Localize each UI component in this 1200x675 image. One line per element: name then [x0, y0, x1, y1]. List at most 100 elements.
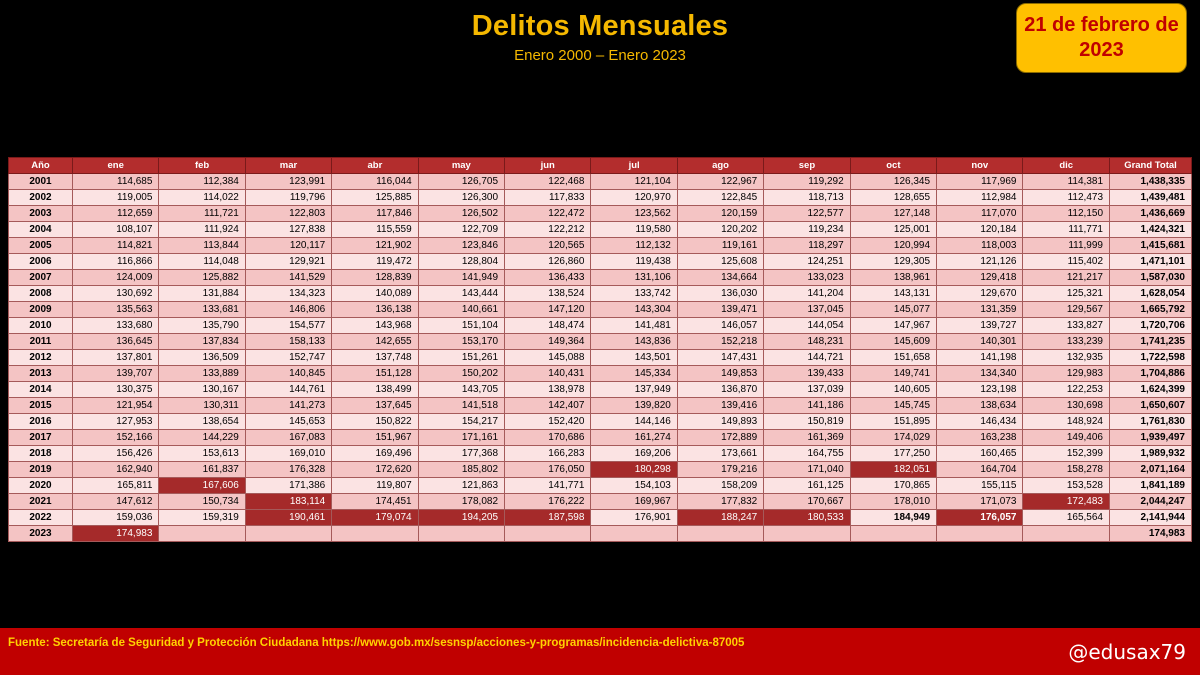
value-cell: 143,131	[849, 285, 938, 302]
table-row: 2020 165,811 167,606 171,386 119,807 121,863 1…	[8, 477, 1192, 494]
value-cell: 122,967	[676, 173, 765, 190]
table-row: 2008 130,692 131,884 134,323 140,089 143,444 1…	[8, 285, 1192, 302]
value-cell: 161,369	[763, 429, 851, 446]
value-cell: 164,755	[763, 445, 851, 462]
value-cell: 129,983	[1022, 365, 1110, 382]
value-cell: 151,895	[849, 413, 938, 430]
value-cell: 111,924	[158, 221, 246, 238]
value-cell: 142,655	[331, 333, 419, 350]
grand-total-cell: 1,720,706	[1109, 317, 1192, 334]
table-row: 2015 121,954 130,311 141,273 137,645 141,518 1…	[8, 397, 1192, 414]
value-cell: 144,054	[763, 317, 851, 334]
column-header: oct	[849, 157, 938, 174]
value-cell: 140,605	[849, 381, 938, 398]
value-cell: 139,416	[676, 397, 765, 414]
value-cell: 178,010	[849, 493, 938, 510]
column-header: jun	[504, 157, 592, 174]
value-cell: 151,104	[417, 317, 506, 334]
grand-total-cell: 1,665,792	[1109, 301, 1192, 318]
column-header: dic	[1022, 157, 1110, 174]
value-cell: 120,159	[676, 205, 765, 222]
value-cell: 112,984	[936, 189, 1024, 206]
value-cell: 108,107	[71, 221, 160, 238]
value-cell: 143,444	[417, 285, 506, 302]
table-row: 2007 124,009 125,882 141,529 128,839 141,949 1…	[8, 269, 1192, 286]
value-cell: 130,698	[1022, 397, 1110, 414]
grand-total-cell: 2,044,247	[1109, 493, 1192, 510]
value-cell: 146,434	[936, 413, 1024, 430]
value-cell: 164,704	[936, 461, 1024, 478]
value-cell: 119,438	[590, 253, 678, 270]
value-cell: 147,612	[71, 493, 160, 510]
value-cell: 169,496	[331, 445, 419, 462]
column-header: nov	[936, 157, 1024, 174]
grand-total-cell: 1,438,335	[1109, 173, 1192, 190]
value-cell: 122,472	[504, 205, 592, 222]
column-header: ene	[71, 157, 160, 174]
value-cell: 139,727	[936, 317, 1024, 334]
date-badge: 21 de febrero de 2023	[1016, 3, 1187, 73]
value-cell: 149,364	[504, 333, 592, 350]
value-cell: 119,807	[331, 477, 419, 494]
value-cell: 172,620	[331, 461, 419, 478]
value-cell: 174,029	[849, 429, 938, 446]
value-cell: 140,089	[331, 285, 419, 302]
value-cell: 149,741	[849, 365, 938, 382]
value-cell: 135,563	[71, 301, 160, 318]
value-cell: 145,745	[849, 397, 938, 414]
value-cell: 120,202	[676, 221, 765, 238]
value-cell: 121,217	[1022, 269, 1110, 286]
value-cell: 179,074	[331, 509, 419, 526]
value-cell: 125,321	[1022, 285, 1110, 302]
value-cell: 174,451	[331, 493, 419, 510]
value-cell: 140,301	[936, 333, 1024, 350]
value-cell: 126,300	[417, 189, 506, 206]
year-cell: 2005	[8, 237, 73, 254]
value-cell: 128,839	[331, 269, 419, 286]
value-cell: 143,501	[590, 349, 678, 366]
grand-total-cell: 2,071,164	[1109, 461, 1192, 478]
table-row: 2010 133,680 135,790 154,577 143,968 151,104 1…	[8, 317, 1192, 334]
value-cell	[504, 525, 592, 542]
value-cell: 174,983	[71, 525, 160, 542]
value-cell: 143,968	[331, 317, 419, 334]
value-cell: 147,967	[849, 317, 938, 334]
value-cell: 176,057	[936, 509, 1024, 526]
value-cell: 176,050	[504, 461, 592, 478]
column-header: jul	[590, 157, 678, 174]
value-cell: 188,247	[676, 509, 765, 526]
value-cell: 165,564	[1022, 509, 1110, 526]
value-cell: 142,407	[504, 397, 592, 414]
column-header: abr	[331, 157, 419, 174]
value-cell: 156,426	[71, 445, 160, 462]
value-cell: 171,073	[936, 493, 1024, 510]
year-cell: 2014	[8, 381, 73, 398]
grand-total-cell: 1,587,030	[1109, 269, 1192, 286]
value-cell: 129,670	[936, 285, 1024, 302]
value-cell: 145,077	[849, 301, 938, 318]
value-cell: 154,103	[590, 477, 678, 494]
table-body: 2001 114,685 112,384 123,991 116,044 126,705 1…	[8, 173, 1192, 542]
value-cell: 177,832	[676, 493, 765, 510]
grand-total-cell: 1,722,598	[1109, 349, 1192, 366]
grand-total-cell: 174,983	[1109, 525, 1192, 542]
value-cell: 169,010	[244, 445, 333, 462]
value-cell: 123,991	[244, 173, 333, 190]
value-cell: 167,606	[158, 477, 246, 494]
column-header: ago	[676, 157, 765, 174]
value-cell: 118,003	[936, 237, 1024, 254]
year-cell: 2004	[8, 221, 73, 238]
value-cell: 125,882	[158, 269, 246, 286]
value-cell: 123,846	[417, 237, 506, 254]
year-cell: 2022	[8, 509, 73, 526]
value-cell: 120,565	[504, 237, 592, 254]
value-cell: 172,483	[1022, 493, 1110, 510]
value-cell: 133,742	[590, 285, 678, 302]
value-cell: 111,999	[1022, 237, 1110, 254]
year-cell: 2023	[8, 525, 73, 542]
value-cell: 125,001	[849, 221, 938, 238]
value-cell: 176,328	[244, 461, 333, 478]
value-cell: 143,836	[590, 333, 678, 350]
value-cell: 112,384	[158, 173, 246, 190]
value-cell: 150,822	[331, 413, 419, 430]
